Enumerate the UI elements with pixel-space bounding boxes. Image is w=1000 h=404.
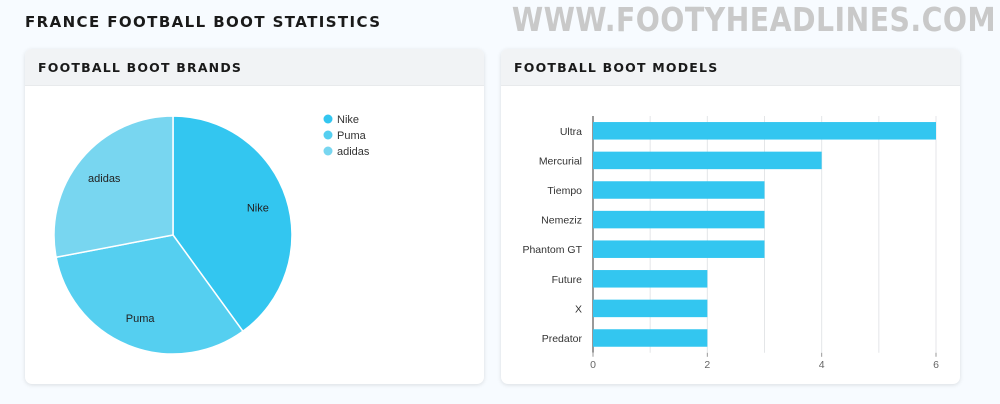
legend-label-adidas[interactable]: adidas [337,146,370,158]
bar-phantom-gt[interactable] [593,240,765,258]
brands-card-title: FOOTBALL BOOT BRANDS [25,49,484,86]
y-label-tiempo: Tiempo [547,185,582,197]
legend-marker-puma [323,130,333,140]
pie-slice-puma[interactable] [55,234,244,355]
x-tick-label: 0 [590,359,596,371]
bar-future[interactable] [593,270,708,288]
brands-pie-chart: Nike Puma adidas Nike Puma adidas [53,114,370,355]
bar-tiempo[interactable] [593,181,765,199]
pie-slice-adidas[interactable] [53,115,174,259]
bar-predator[interactable] [593,329,708,347]
models-card: FOOTBALL BOOT MODELS Ultra Mercurial Tiemp… [501,49,960,384]
pie-slice-nike[interactable] [172,115,293,333]
models-card-title: FOOTBALL BOOT MODELS [501,49,960,86]
legend-marker-adidas [323,146,333,156]
y-label-nemeziz: Nemeziz [541,215,582,227]
x-tick-label: 2 [704,359,710,371]
x-tick-label: 6 [933,359,939,371]
y-label-mercurial: Mercurial [539,155,582,167]
y-label-future: Future [552,274,583,286]
pie-label-nike: Nike [247,202,269,214]
legend-label-puma[interactable]: Puma [337,130,367,142]
models-bar-chart: Ultra Mercurial Tiempo Nemeziz Phantom GT Fut… [522,116,939,371]
bar-ultra[interactable] [593,122,936,140]
pie-label-adidas: adidas [88,173,121,185]
x-tick-label: 4 [819,359,825,371]
legend-marker-nike [323,114,333,124]
pie-label-puma: Puma [126,313,156,325]
page-title: FRANCE FOOTBALL BOOT STATISTICS [25,13,382,31]
brands-card: FOOTBALL BOOT BRANDS Nike Puma adidas Nike… [25,49,484,384]
y-label-ultra: Ultra [560,126,582,138]
bar-nemeziz[interactable] [593,210,765,229]
bar-x[interactable] [593,299,708,318]
y-label-predator: Predator [542,333,583,345]
watermark: WWW.FOOTYHEADLINES.COM [511,0,996,39]
legend-label-nike[interactable]: Nike [337,114,359,126]
y-label-phantom-gt: Phantom GT [522,244,582,256]
y-label-x: X [575,303,582,315]
bar-mercurial[interactable] [593,151,822,170]
